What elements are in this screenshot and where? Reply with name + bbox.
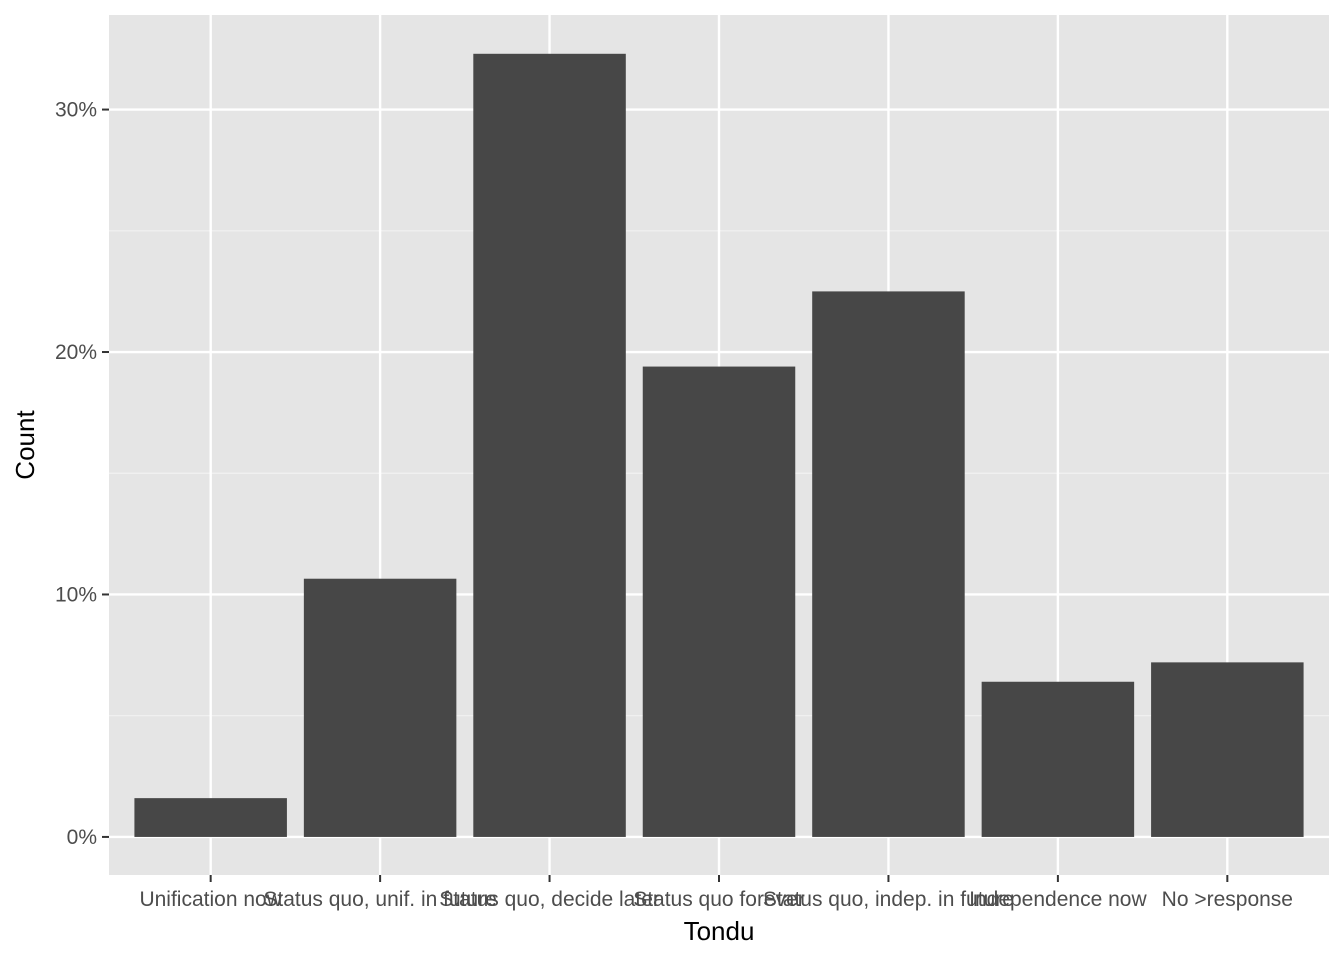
y-tick-label: 0% bbox=[67, 826, 97, 849]
y-axis-title: Count bbox=[10, 410, 40, 480]
marks bbox=[134, 53, 1304, 837]
x-axis-title: Tondu bbox=[684, 916, 755, 946]
x-tick-label: Status quo forever bbox=[633, 888, 805, 911]
x-tick-label: Status quo, decide later bbox=[439, 888, 660, 911]
bar bbox=[1151, 662, 1304, 837]
y-tick-label: 20% bbox=[55, 341, 97, 364]
x-tick-label: Status quo, unif. in future bbox=[263, 888, 496, 911]
bar bbox=[812, 291, 965, 837]
x-tick-label: No >response bbox=[1162, 888, 1293, 911]
bar bbox=[642, 366, 796, 837]
y-tick-label: 10% bbox=[55, 583, 97, 606]
bar bbox=[303, 578, 457, 837]
bar bbox=[981, 681, 1135, 837]
x-tick-label: Unification now bbox=[139, 888, 282, 911]
x-tick-label: Status quo, indep. in future bbox=[763, 888, 1014, 911]
x-tick-label: Independence now bbox=[969, 888, 1147, 911]
bar bbox=[134, 798, 287, 837]
y-tick-label: 30% bbox=[55, 99, 97, 122]
bar bbox=[473, 53, 626, 837]
